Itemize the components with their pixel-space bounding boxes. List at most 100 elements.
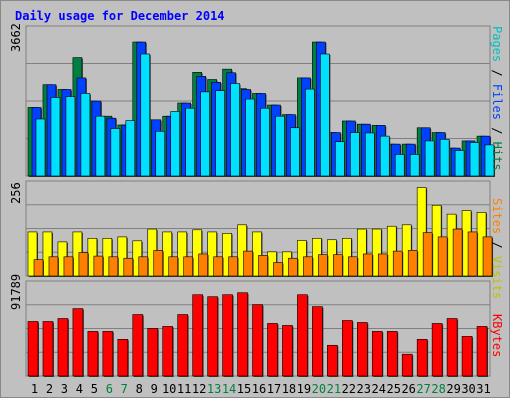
middle-bar-visits-12 [192,229,202,277]
x-tick-label: 31 [476,382,490,396]
top-bar-pages-29 [454,150,465,177]
x-tick-label: 27 [416,382,430,396]
legend-visits: Visits [490,256,504,299]
bottom-bar-kbytes-31 [476,326,488,377]
x-tick-label: 6 [106,382,113,396]
bottom-bar-kbytes-22 [342,320,353,377]
top-bar-pages-27 [424,140,435,177]
bottom-bar-kbytes-5 [87,331,99,377]
middle-bar-sites-1 [33,259,44,277]
bottom-bar-kbytes-14 [222,294,233,377]
middle-bar-sites-13 [213,256,223,277]
x-tick-label: 4 [76,382,83,396]
bottom-bar-kbytes-16 [252,304,263,377]
legend-sites: Sites [490,198,504,234]
top-bar-pages-23 [364,132,375,177]
legend-separator: / [490,69,504,76]
bottom-bar-kbytes-26 [401,353,413,377]
x-tick-label: 29 [446,382,460,396]
top-bar-pages-21 [335,141,345,177]
top-bar-pages-6 [110,128,121,177]
x-tick-label: 15 [237,382,251,396]
bottom-bar-kbytes-18 [282,325,293,377]
middle-bar-sites-9 [153,250,164,277]
x-tick-label: 30 [461,382,475,396]
top-bar-pages-4 [80,93,91,177]
top-bar-pages-24 [379,135,390,177]
x-tick-label: 17 [267,382,281,396]
bottom-bar-kbytes-3 [57,318,69,377]
x-tick-label: 7 [121,382,128,396]
x-tick-label: 26 [401,382,415,396]
middle-bar-sites-19 [303,256,313,277]
middle-bar-sites-6 [108,256,119,277]
bottom-bar-kbytes-28 [431,323,443,377]
middle-bar-sites-12 [198,253,208,277]
x-tick-label: 5 [91,382,98,396]
middle-bar-sites-23 [362,253,373,277]
middle-bar-sites-17 [273,262,283,277]
x-tick-label: 1 [31,382,38,396]
middle-bar-sites-7 [123,257,134,277]
svg-text:Sites / Visits: Sites / Visits [490,198,504,299]
middle-bar-sites-16 [258,255,268,277]
middle-bar-sites-27 [422,232,433,277]
bottom-bar-kbytes-29 [446,318,458,377]
bottom-bar-kbytes-12 [192,294,203,377]
x-tick-label: 20 [312,382,326,396]
svg-text:Pages / Files: Pages / Files / Hits [490,26,504,171]
x-tick-label: 19 [297,382,311,396]
bottom-bar-kbytes-21 [327,344,338,377]
x-tick-label: 12 [192,382,206,396]
middle-bar-sites-10 [168,256,179,277]
middle-bar-sites-28 [437,236,448,277]
x-tick-label: 10 [162,382,176,396]
top-bar-pages-31 [484,144,495,177]
top-bar-pages-25 [394,154,405,177]
middle-bar-sites-3 [63,256,74,277]
middle-bar-sites-18 [288,257,298,277]
top-bar-pages-14 [230,83,240,177]
middle-bar-sites-2 [48,256,59,277]
middle-bar-sites-20 [318,254,328,277]
top-bar-pages-20 [320,53,330,177]
bottom-max-label: 91789 [9,274,23,310]
bottom-bar-kbytes-17 [267,323,278,377]
middle-bar-sites-30 [467,231,478,277]
x-tick-label: 16 [252,382,266,396]
bottom-bar-kbytes-6 [102,331,114,377]
bottom-bar-kbytes-11 [177,314,188,377]
x-tick-label: 9 [151,382,158,396]
bottom-legend: KBytes [490,314,504,357]
legend-kbytes: KBytes [490,314,504,357]
middle-bar-sites-11 [183,256,193,277]
top-bar-pages-26 [409,154,420,177]
x-tick-label: 11 [177,382,191,396]
middle-bar-visits-23 [356,228,367,277]
bottom-bar-kbytes-20 [312,306,323,377]
x-tick-label: 23 [357,382,371,396]
top-bar-pages-3 [65,96,76,177]
x-tick-label: 28 [431,382,445,396]
x-tick-label: 25 [386,382,400,396]
x-tick-label: 13 [207,382,221,396]
top-bar-pages-15 [245,98,255,177]
top-bar-pages-30 [469,142,480,177]
top-bar-pages-12 [200,91,210,177]
middle-bar-visits-14 [222,233,232,277]
top-legend: Pages / Files / Hits [490,26,504,171]
bottom-bar-kbytes-10 [162,326,174,377]
top-bar-pages-17 [275,115,285,177]
middle-bar-sites-15 [243,250,253,277]
x-tick-label: 18 [282,382,296,396]
x-tick-label: 22 [342,382,356,396]
bottom-bar-kbytes-24 [371,331,383,377]
x-tick-label: 14 [222,382,236,396]
middle-bar-sites-8 [138,256,149,277]
bottom-bar-kbytes-19 [297,294,308,377]
middle-bar-sites-31 [482,236,493,277]
top-bar-pages-28 [439,139,450,177]
top-bar-pages-19 [305,88,315,177]
middle-bar-sites-14 [228,256,238,277]
